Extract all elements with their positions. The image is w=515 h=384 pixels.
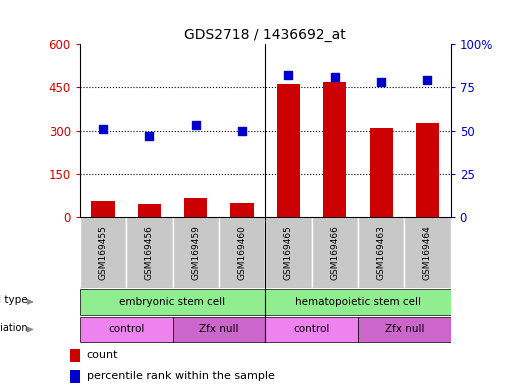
Point: [423, 78, 432, 84]
Bar: [323, 81, 346, 217]
Text: count: count: [87, 351, 118, 361]
Text: percentile rank within the sample: percentile rank within the sample: [87, 371, 274, 381]
Title: GDS2718 / 1436692_at: GDS2718 / 1436692_at: [184, 28, 346, 42]
Text: Zfx null: Zfx null: [385, 324, 424, 334]
Text: hematopoietic stem cell: hematopoietic stem cell: [295, 297, 421, 307]
Point: [377, 79, 385, 85]
Bar: [173, 317, 265, 342]
Bar: [277, 84, 300, 217]
Point: [331, 74, 339, 80]
Text: control: control: [294, 324, 330, 334]
Point: [99, 126, 107, 132]
Bar: [126, 217, 173, 288]
Bar: [80, 289, 265, 314]
Point: [238, 127, 246, 134]
Text: GSM169464: GSM169464: [423, 225, 432, 280]
Bar: [173, 217, 219, 288]
Bar: [70, 370, 80, 383]
Bar: [416, 123, 439, 217]
Text: Zfx null: Zfx null: [199, 324, 238, 334]
Bar: [219, 217, 265, 288]
Bar: [184, 198, 207, 217]
Bar: [369, 127, 392, 217]
Bar: [92, 201, 114, 217]
Text: GSM169459: GSM169459: [191, 225, 200, 280]
Bar: [358, 317, 451, 342]
Bar: [265, 217, 312, 288]
Point: [192, 122, 200, 128]
Point: [284, 72, 293, 78]
Text: GSM169466: GSM169466: [330, 225, 339, 280]
Text: GSM169456: GSM169456: [145, 225, 154, 280]
Bar: [80, 317, 173, 342]
Bar: [265, 317, 358, 342]
Text: GSM169455: GSM169455: [98, 225, 108, 280]
Text: embryonic stem cell: embryonic stem cell: [119, 297, 226, 307]
Text: control: control: [108, 324, 144, 334]
Point: [145, 133, 153, 139]
Bar: [138, 204, 161, 217]
Bar: [265, 289, 451, 314]
Text: GSM169463: GSM169463: [376, 225, 386, 280]
Text: GSM169460: GSM169460: [237, 225, 247, 280]
Bar: [404, 217, 451, 288]
Text: cell type: cell type: [0, 295, 28, 305]
Text: GSM169465: GSM169465: [284, 225, 293, 280]
Bar: [70, 349, 80, 362]
Bar: [312, 217, 358, 288]
Bar: [358, 217, 404, 288]
Bar: [231, 203, 253, 217]
Bar: [80, 217, 126, 288]
Text: genotype/variation: genotype/variation: [0, 323, 28, 333]
